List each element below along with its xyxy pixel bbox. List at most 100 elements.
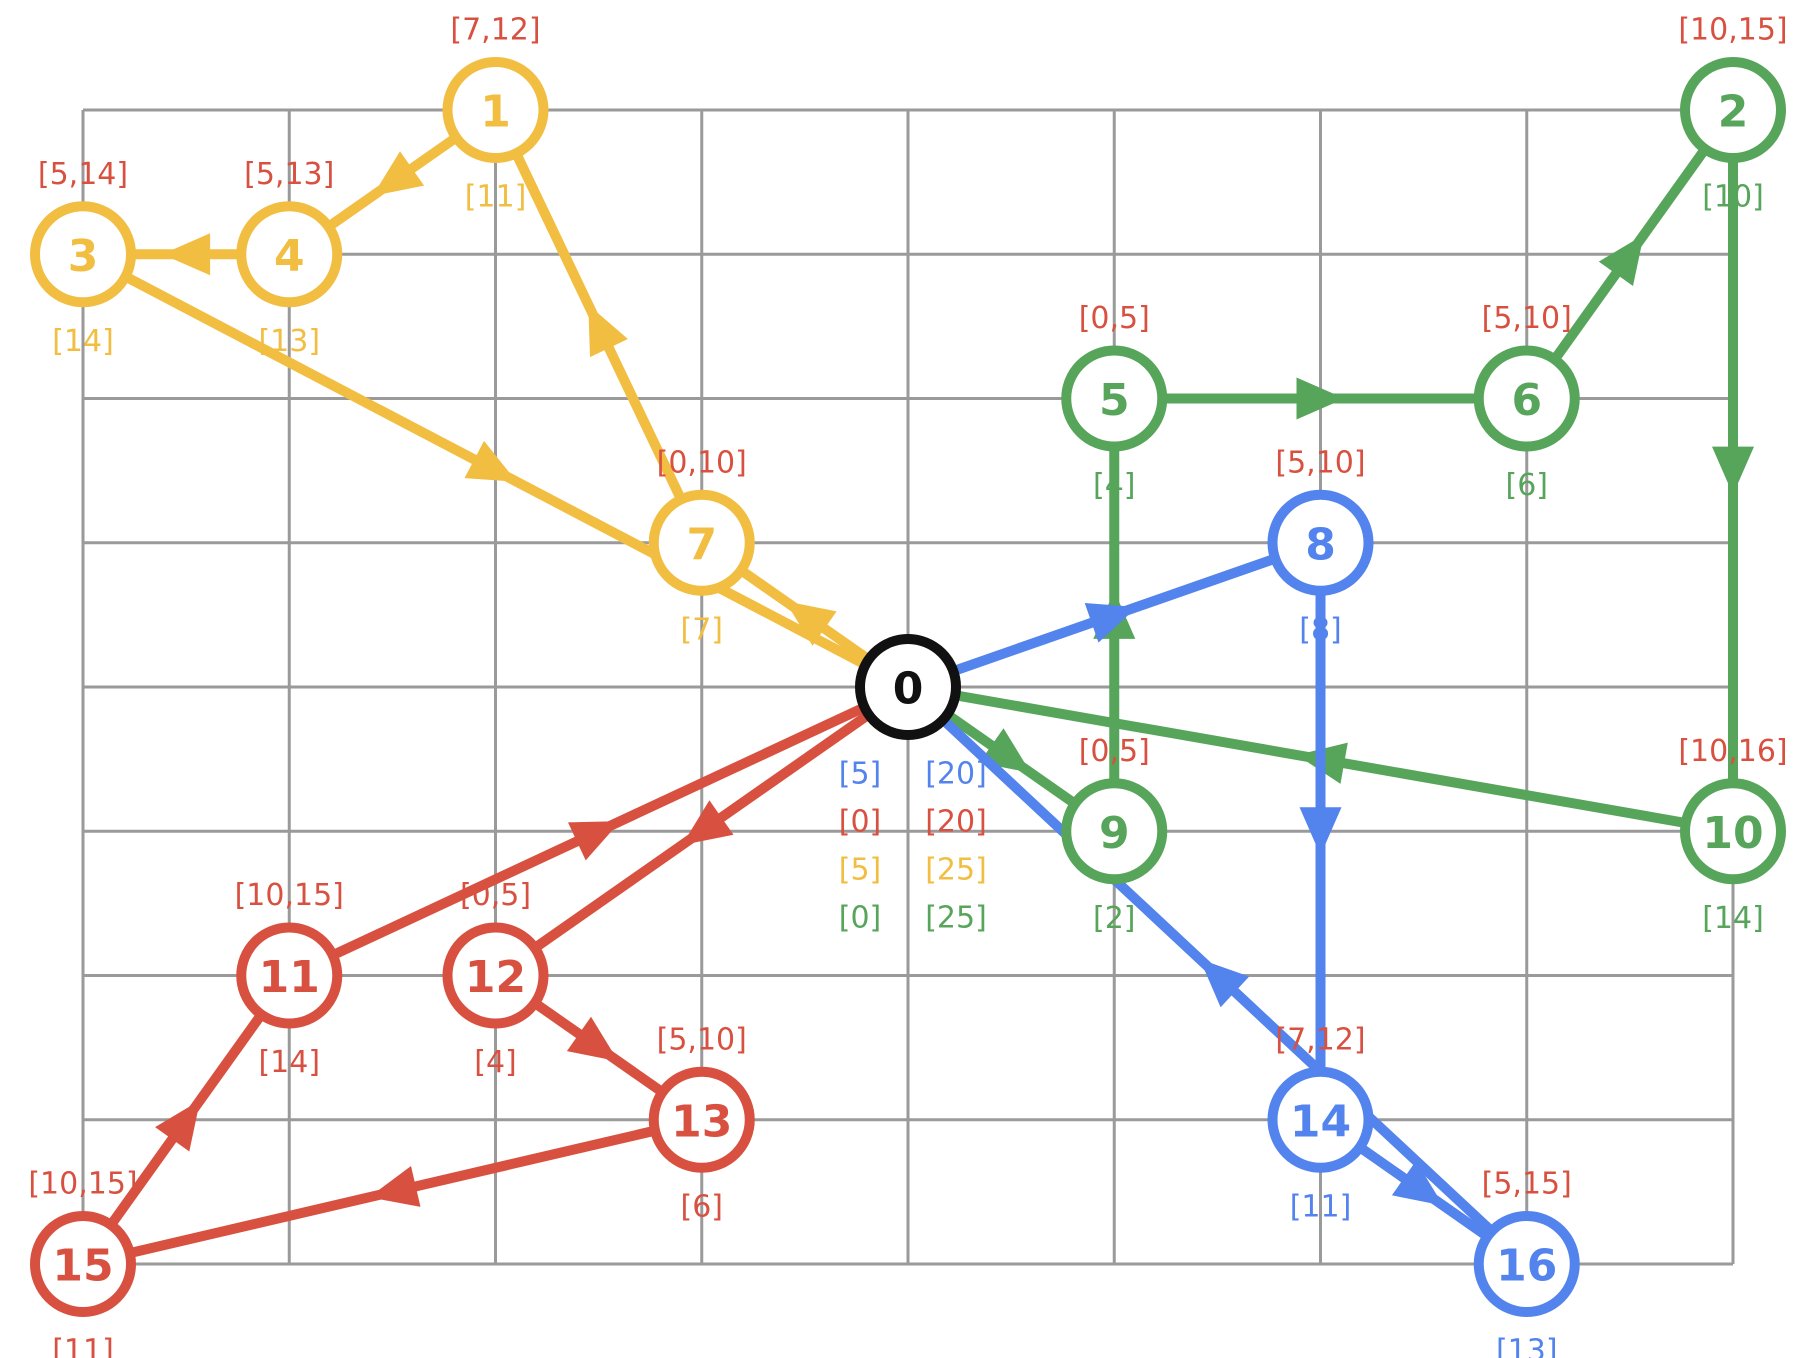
node-15: 15: [30, 1211, 136, 1317]
route-edge-7-1: [490, 105, 707, 548]
time-window-label: [10,15]: [28, 1167, 137, 1202]
depot-node: 0: [855, 634, 961, 740]
route-edge-16-0: [903, 682, 1532, 1269]
arrival-time-label: [4]: [1093, 468, 1136, 503]
time-window-label: [0,5]: [460, 878, 531, 913]
node-11: 11: [236, 922, 343, 1029]
arrowhead: [369, 1166, 421, 1207]
time-window-label: [7,12]: [1275, 1022, 1365, 1057]
arrival-time-label: [11]: [52, 1334, 114, 1358]
arrowhead: [1712, 446, 1754, 495]
node-number: 1: [480, 87, 511, 138]
route-edge-5-6: [1109, 377, 1532, 420]
time-window-label: [5,10]: [1482, 301, 1572, 336]
arrival-time-label: [14]: [1702, 901, 1764, 936]
node-6: 6: [1473, 345, 1580, 452]
arrowhead: [1391, 1160, 1444, 1206]
node-5: 5: [1061, 345, 1168, 452]
node-circle: [1267, 489, 1374, 596]
arrowhead: [464, 440, 517, 482]
time-window-label: [5,15]: [1482, 1167, 1572, 1202]
node-circle: [648, 1066, 755, 1173]
route-edge-8-14: [1299, 537, 1342, 1125]
arrowhead: [1199, 959, 1250, 1008]
arrival-time-label: [11]: [465, 180, 527, 215]
node-number: 12: [465, 952, 526, 1003]
arrival-time-label: [14]: [52, 324, 114, 359]
arrival-time-label: [6]: [1506, 468, 1549, 503]
arrowhead: [155, 1100, 201, 1152]
node-circle: [855, 634, 961, 740]
node-circle: [236, 922, 343, 1029]
node-circle: [442, 922, 549, 1029]
node-number: 5: [1099, 375, 1130, 426]
route-edge-3-0: [78, 249, 913, 692]
arrowhead: [568, 821, 621, 861]
time-window-label: [0,5]: [1079, 301, 1150, 336]
arrival-time-label: [13]: [1496, 1334, 1558, 1358]
node-number: 4: [274, 231, 305, 282]
node-10: 10: [1680, 778, 1786, 885]
node-14: 14: [1267, 1066, 1374, 1173]
depot-end-time-label: [20]: [925, 805, 987, 840]
depot-start-time-label: [0]: [839, 901, 882, 936]
node-circle: [1473, 1211, 1580, 1317]
arrowhead: [372, 151, 425, 196]
arrival-time-label: [8]: [1299, 612, 1342, 647]
time-window-label: [0,10]: [657, 445, 747, 480]
arrival-time-label: [2]: [1093, 901, 1136, 936]
time-window-label: [5,13]: [244, 157, 334, 192]
route-edge-0-12: [490, 682, 913, 981]
node-3: 3: [30, 201, 136, 308]
arrival-time-label: [7]: [681, 612, 724, 647]
arrowhead: [1296, 377, 1345, 420]
time-window-label: [10,15]: [235, 878, 344, 913]
node-number: 16: [1496, 1241, 1557, 1292]
node-circle: [1680, 57, 1786, 163]
route-edge-15-11: [78, 970, 295, 1269]
depot-end-time-label: [25]: [925, 901, 987, 936]
time-window-label: [0,5]: [1079, 734, 1150, 769]
node-number: 7: [686, 519, 717, 570]
arrowhead: [785, 601, 837, 646]
depot-start-time-label: [5]: [839, 757, 882, 792]
arrowhead: [1598, 234, 1644, 286]
node-circle: [30, 1211, 136, 1317]
node-1: 1: [442, 57, 549, 163]
node-number: 0: [893, 664, 924, 715]
node-labels: [7,12] [11] [10,15] [10] [5,14] [14] [5,13] [13…: [28, 13, 1787, 1358]
route-edge-0-8: [903, 537, 1326, 692]
arrowhead: [566, 1016, 619, 1062]
arrowhead: [588, 304, 628, 358]
arrival-time-label: [14]: [258, 1045, 320, 1080]
node-circle: [442, 57, 549, 163]
route-edge-13-15: [78, 1114, 707, 1269]
time-window-label: [10,16]: [1678, 734, 1787, 769]
arrowhead: [1084, 603, 1137, 643]
route-edge-2-10: [1712, 105, 1754, 837]
depot-end-time-label: [20]: [925, 757, 987, 792]
time-window-label: [5,14]: [38, 157, 128, 192]
arrival-time-label: [13]: [258, 324, 320, 359]
arrival-time-label: [6]: [681, 1189, 724, 1224]
node-number: 14: [1290, 1096, 1351, 1147]
node-12: 12: [442, 922, 549, 1029]
node-7: 7: [648, 489, 755, 596]
node-circle: [1473, 345, 1580, 452]
node-circle: [30, 201, 136, 308]
node-number: 2: [1718, 87, 1749, 138]
time-window-label: [7,12]: [450, 13, 540, 48]
node-circle: [1061, 345, 1168, 452]
node-number: 11: [259, 952, 320, 1003]
arrowhead: [1299, 807, 1342, 856]
depot-end-time-label: [25]: [925, 853, 987, 888]
arrowhead: [682, 800, 734, 845]
node-8: 8: [1267, 489, 1374, 596]
node-circle: [236, 201, 343, 308]
node-4: 4: [236, 201, 343, 308]
arrival-time-label: [4]: [474, 1045, 517, 1080]
node-number: 6: [1511, 375, 1542, 426]
node-2: 2: [1680, 57, 1786, 163]
